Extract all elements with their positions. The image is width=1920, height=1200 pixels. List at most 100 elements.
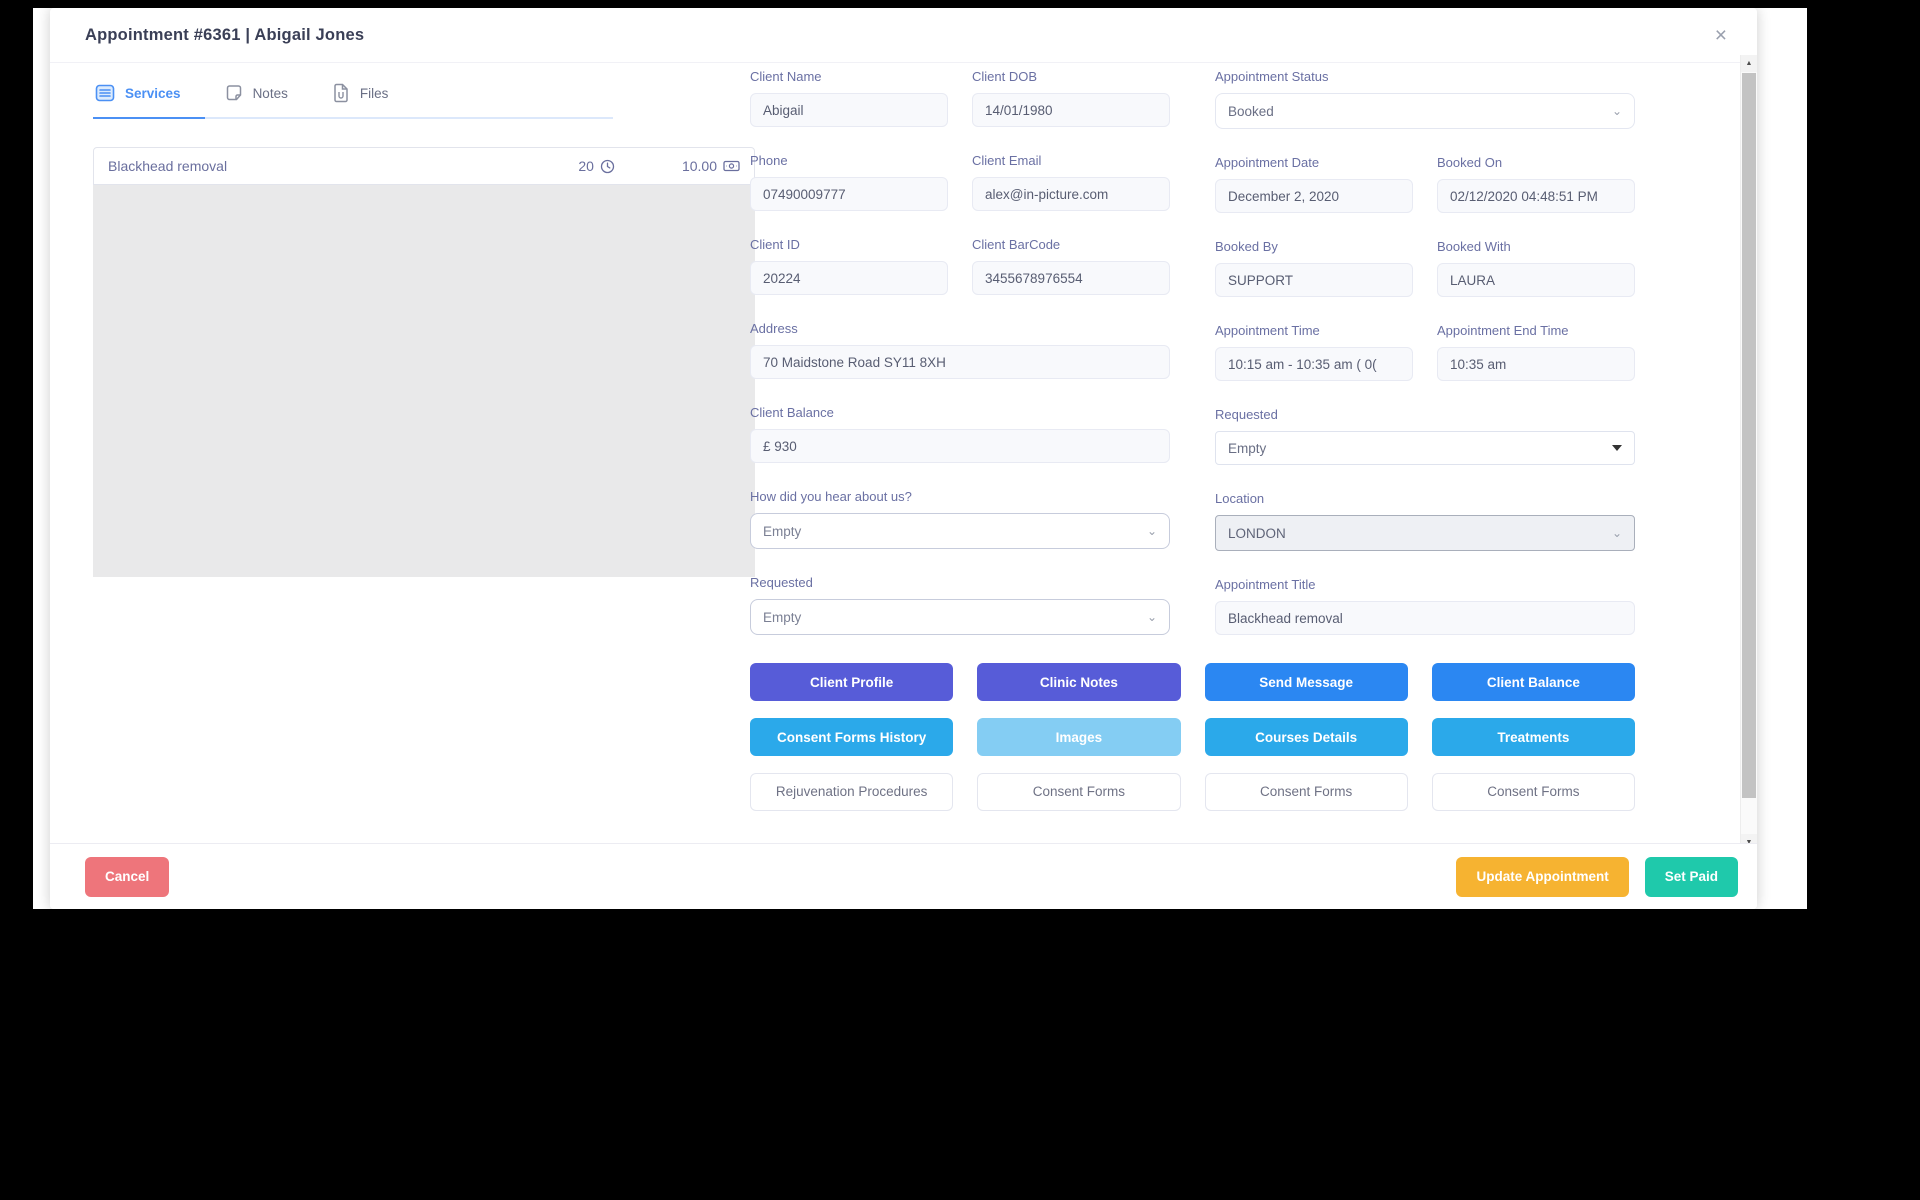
appointment-title-field[interactable]: Blackhead removal: [1215, 601, 1635, 635]
services-list: Blackhead removal 20 10.00: [93, 147, 755, 577]
appointment-status-label: Appointment Status: [1215, 69, 1329, 84]
clock-icon: [600, 159, 615, 174]
rejuvenation-procedures-button[interactable]: Rejuvenation Procedures: [750, 773, 954, 811]
how-hear-value: Empty: [763, 523, 802, 539]
consent-forms-button[interactable]: Consent Forms: [977, 773, 1181, 811]
cancel-button[interactable]: Cancel: [85, 856, 170, 897]
consent-forms-button[interactable]: Consent Forms: [1204, 773, 1408, 811]
services-empty-area: [93, 185, 755, 577]
chevron-down-icon: ⌄: [1146, 524, 1157, 538]
modal-header: Appointment #6361 | Abigail Jones ×: [50, 8, 1757, 63]
requested-right-select[interactable]: Empty: [1215, 431, 1635, 465]
services-list-icon: [95, 83, 115, 103]
tab-files-label: Files: [359, 85, 389, 101]
tab-services[interactable]: Services: [95, 83, 181, 103]
client-barcode-label: Client BarCode: [972, 237, 1061, 252]
booked-with-field[interactable]: LAURA: [1437, 263, 1635, 297]
tab-underline: [93, 117, 613, 119]
client-id-field[interactable]: 20224: [750, 261, 948, 295]
scrollbar-thumb[interactable]: [1742, 73, 1756, 798]
client-name-field[interactable]: Abigail: [750, 93, 948, 127]
appointment-end-time-field[interactable]: 10:35 am: [1437, 347, 1635, 381]
address-field[interactable]: 70 Maidstone Road SY11 8XH: [750, 345, 1170, 379]
booked-on-label: Booked On: [1437, 155, 1503, 170]
consent-forms-button[interactable]: Consent Forms: [1431, 773, 1635, 811]
appointment-modal: Appointment #6361 | Abigail Jones × Serv…: [50, 8, 1757, 909]
appointment-form: Client Name Abigail Client DOB 14/01/198…: [750, 69, 1635, 811]
modal-footer: Cancel Update Appointment Set Paid: [50, 843, 1757, 909]
tab-active-indicator: [93, 117, 205, 119]
tab-bar: Services Notes: [93, 83, 755, 103]
chevron-down-icon: ⌄: [1611, 526, 1622, 540]
treatments-button[interactable]: Treatments: [1431, 718, 1635, 756]
set-paid-button[interactable]: Set Paid: [1644, 856, 1738, 897]
clinic-notes-button[interactable]: Clinic Notes: [977, 663, 1181, 701]
phone-label: Phone: [750, 153, 788, 168]
update-appointment-button[interactable]: Update Appointment: [1456, 856, 1629, 897]
chevron-down-icon: ⌄: [1146, 610, 1157, 624]
how-hear-label: How did you hear about us?: [750, 489, 912, 504]
address-label: Address: [750, 321, 798, 336]
close-icon[interactable]: ×: [1714, 23, 1727, 47]
location-label: Location: [1215, 491, 1265, 506]
booked-with-label: Booked With: [1437, 239, 1511, 254]
requested-left-select[interactable]: Empty ⌄: [750, 599, 1170, 635]
service-row[interactable]: Blackhead removal 20 10.00: [93, 147, 755, 185]
service-price: 10.00: [681, 158, 717, 174]
requested-right-label: Requested: [1215, 407, 1278, 422]
client-balance-button[interactable]: Client Balance: [1431, 663, 1635, 701]
client-email-field[interactable]: alex@in-picture.com: [972, 177, 1170, 211]
client-email-label: Client Email: [972, 153, 1042, 168]
client-profile-button[interactable]: Client Profile: [750, 663, 954, 701]
location-value: LONDON: [1228, 525, 1286, 541]
booked-by-label: Booked By: [1215, 239, 1278, 254]
service-duration: 20: [578, 158, 594, 174]
client-id-label: Client ID: [750, 237, 800, 252]
appointment-date-field[interactable]: December 2, 2020: [1215, 179, 1413, 213]
services-panel: Services Notes: [93, 83, 755, 577]
tab-notes[interactable]: Notes: [225, 84, 288, 102]
appointment-status-value: Booked: [1228, 103, 1274, 119]
action-buttons: Client Profile Clinic Notes Send Message…: [750, 663, 1635, 811]
appointment-end-time-label: Appointment End Time: [1437, 323, 1569, 338]
appointment-date-label: Appointment Date: [1215, 155, 1320, 170]
chevron-down-icon: [1612, 445, 1622, 451]
client-dob-field[interactable]: 14/01/1980: [972, 93, 1170, 127]
modal-title: Appointment #6361 | Abigail Jones: [85, 25, 365, 44]
form-column-right: Appointment Status Booked ⌄ Appointment …: [1215, 69, 1635, 661]
tab-files[interactable]: Files: [332, 83, 389, 103]
requested-left-label: Requested: [750, 575, 813, 590]
modal-body: Services Notes: [50, 55, 1757, 851]
form-column-left: Client Name Abigail Client DOB 14/01/198…: [750, 69, 1170, 661]
consent-forms-history-button[interactable]: Consent Forms History: [750, 718, 954, 756]
location-select[interactable]: LONDON ⌄: [1215, 515, 1635, 551]
appointment-status-select[interactable]: Booked ⌄: [1215, 93, 1635, 129]
service-meta: 20 10.00: [578, 158, 740, 174]
client-barcode-field[interactable]: 3455678976554: [972, 261, 1170, 295]
phone-field[interactable]: 07490009777: [750, 177, 948, 211]
send-message-button[interactable]: Send Message: [1204, 663, 1408, 701]
courses-details-button[interactable]: Courses Details: [1204, 718, 1408, 756]
appointment-time-label: Appointment Time: [1215, 323, 1320, 338]
client-balance-field[interactable]: £ 930: [750, 429, 1170, 463]
footer-right-group: Update Appointment Set Paid: [1456, 856, 1738, 897]
how-hear-select[interactable]: Empty ⌄: [750, 513, 1170, 549]
appointment-title-label: Appointment Title: [1215, 577, 1316, 592]
client-balance-label: Client Balance: [750, 405, 834, 420]
requested-right-value: Empty: [1228, 440, 1267, 456]
cash-icon: [723, 159, 740, 173]
file-icon: [332, 83, 350, 103]
booked-on-field[interactable]: 02/12/2020 04:48:51 PM: [1437, 179, 1635, 213]
service-name: Blackhead removal: [108, 158, 228, 174]
booked-by-field[interactable]: SUPPORT: [1215, 263, 1413, 297]
client-name-label: Client Name: [750, 69, 822, 84]
note-icon: [225, 84, 243, 102]
client-dob-label: Client DOB: [972, 69, 1038, 84]
scroll-up-icon[interactable]: ▲: [1741, 55, 1757, 72]
appointment-time-field[interactable]: 10:15 am - 10:35 am ( 0(: [1215, 347, 1413, 381]
requested-left-value: Empty: [763, 609, 802, 625]
tab-notes-label: Notes: [252, 85, 288, 101]
images-button[interactable]: Images: [977, 718, 1181, 756]
modal-scrollbar[interactable]: ▲ ▼: [1740, 55, 1757, 851]
tab-services-label: Services: [125, 85, 181, 101]
